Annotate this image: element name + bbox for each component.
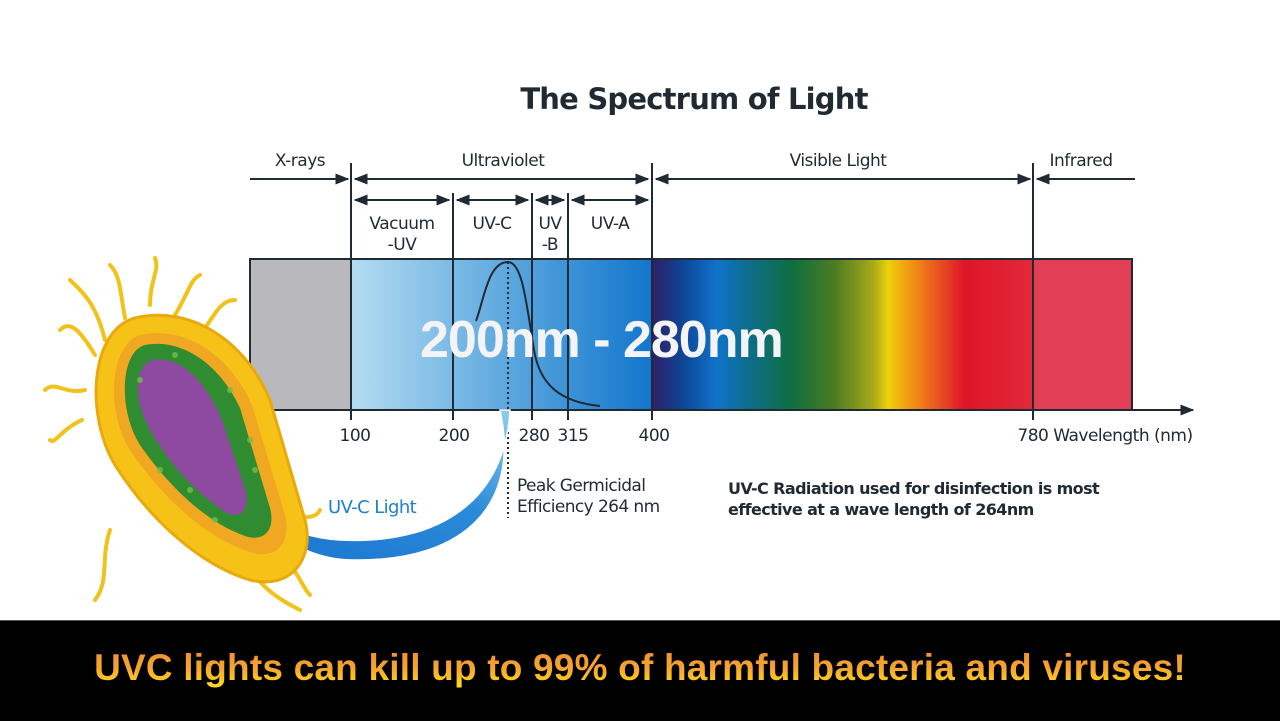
label-uvb: UV -B (538, 214, 562, 255)
diagram-title: The Spectrum of Light (520, 82, 868, 116)
bacterium-illustration (43, 256, 322, 612)
tick-315: 315 (557, 426, 589, 446)
caption-text: UVC lights can kill up to 99% of harmful… (0, 647, 1280, 689)
boundary-lines (350, 163, 1034, 420)
visible-segment (652, 259, 1033, 410)
label-uva: UV-A (590, 214, 630, 234)
tick-100: 100 (339, 426, 371, 446)
uvc-range-overlay: 200nm - 280nm (420, 311, 784, 369)
uv-segment (351, 259, 652, 410)
tick-780-axis-label: 780 Wavelength (nm) (1017, 426, 1193, 446)
label-uvc: UV-C (472, 214, 512, 234)
peak-germicidal-note: Peak Germicidal Efficiency 264 nm (517, 476, 660, 517)
spectrum-diagram (43, 163, 1195, 612)
tick-400: 400 (638, 426, 670, 446)
uvc-radiation-note: UV-C Radiation used for disinfection is … (728, 479, 1100, 519)
label-visible-light: Visible Light (789, 151, 887, 171)
label-infrared: Infrared (1049, 151, 1113, 171)
xray-segment (250, 259, 351, 410)
label-vacuum-uv: Vacuum -UV (369, 214, 435, 255)
tick-200: 200 (438, 426, 470, 446)
band-arrows (250, 173, 1135, 206)
infrared-segment (1033, 259, 1132, 410)
caption-banner: UVC lights can kill up to 99% of harmful… (0, 620, 1280, 721)
uvc-light-label: UV-C Light (328, 497, 417, 518)
tick-280: 280 (518, 426, 550, 446)
label-ultraviolet: Ultraviolet (461, 151, 545, 171)
germicidal-curve (475, 260, 601, 407)
label-xrays: X-rays (274, 151, 326, 171)
